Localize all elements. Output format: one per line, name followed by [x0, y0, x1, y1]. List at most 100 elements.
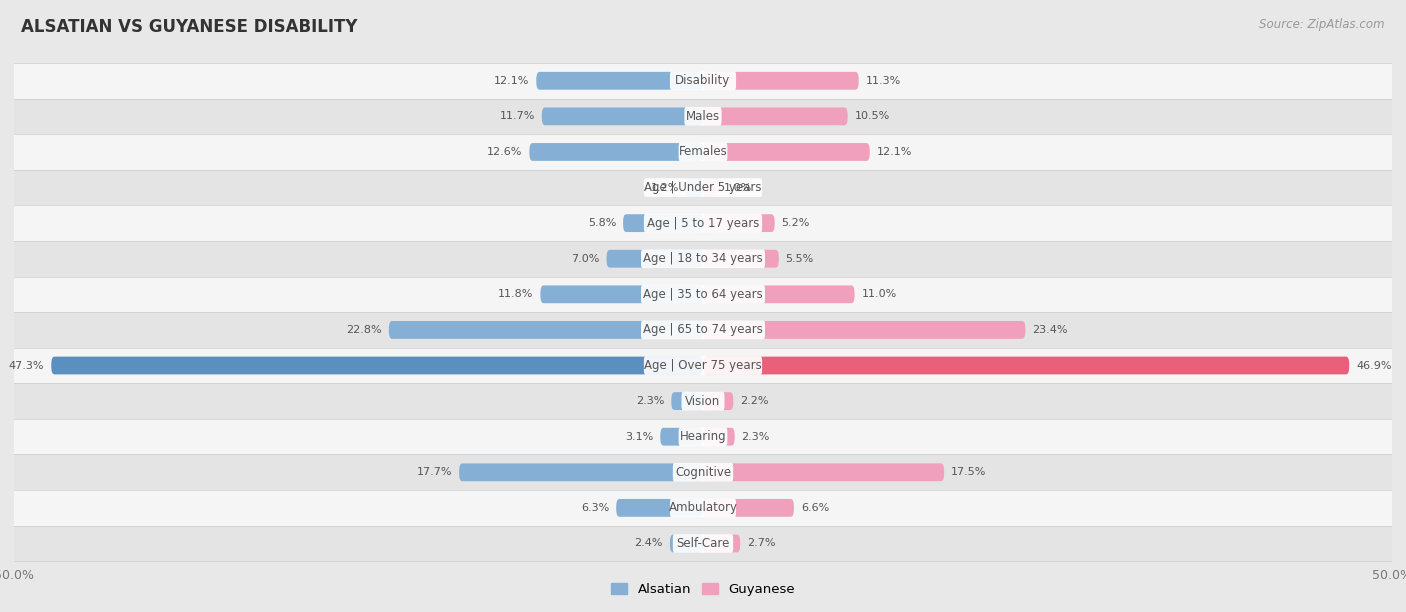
FancyBboxPatch shape	[669, 534, 703, 553]
FancyBboxPatch shape	[703, 321, 1025, 339]
Text: Vision: Vision	[685, 395, 721, 408]
FancyBboxPatch shape	[460, 463, 703, 481]
Text: 1.0%: 1.0%	[724, 182, 752, 193]
FancyBboxPatch shape	[685, 107, 721, 125]
FancyBboxPatch shape	[669, 72, 737, 90]
FancyBboxPatch shape	[14, 241, 1392, 277]
Text: 3.1%: 3.1%	[626, 431, 654, 442]
Text: Ambulatory: Ambulatory	[668, 501, 738, 514]
Text: 17.7%: 17.7%	[416, 468, 453, 477]
FancyBboxPatch shape	[703, 250, 779, 267]
Text: 23.4%: 23.4%	[1032, 325, 1067, 335]
FancyBboxPatch shape	[703, 214, 775, 232]
FancyBboxPatch shape	[616, 499, 703, 517]
FancyBboxPatch shape	[14, 383, 1392, 419]
Text: 46.9%: 46.9%	[1357, 360, 1392, 370]
FancyBboxPatch shape	[644, 356, 762, 375]
Text: ALSATIAN VS GUYANESE DISABILITY: ALSATIAN VS GUYANESE DISABILITY	[21, 18, 357, 36]
Text: Cognitive: Cognitive	[675, 466, 731, 479]
FancyBboxPatch shape	[14, 312, 1392, 348]
Legend: Alsatian, Guyanese: Alsatian, Guyanese	[606, 578, 800, 602]
FancyBboxPatch shape	[14, 134, 1392, 170]
Text: 6.6%: 6.6%	[801, 503, 830, 513]
FancyBboxPatch shape	[389, 321, 703, 339]
Text: Age | Under 5 years: Age | Under 5 years	[644, 181, 762, 194]
Text: 7.0%: 7.0%	[571, 254, 599, 264]
FancyBboxPatch shape	[540, 285, 703, 303]
Text: 11.0%: 11.0%	[862, 289, 897, 299]
FancyBboxPatch shape	[51, 357, 703, 375]
Text: Age | 18 to 34 years: Age | 18 to 34 years	[643, 252, 763, 265]
FancyBboxPatch shape	[679, 143, 727, 162]
FancyBboxPatch shape	[661, 428, 703, 446]
FancyBboxPatch shape	[623, 214, 703, 232]
Text: Self-Care: Self-Care	[676, 537, 730, 550]
FancyBboxPatch shape	[14, 526, 1392, 561]
Text: Females: Females	[679, 146, 727, 159]
Text: 47.3%: 47.3%	[8, 360, 45, 370]
Text: 2.3%: 2.3%	[741, 431, 770, 442]
FancyBboxPatch shape	[14, 419, 1392, 455]
Text: Disability: Disability	[675, 74, 731, 88]
FancyBboxPatch shape	[541, 108, 703, 125]
Text: 12.1%: 12.1%	[494, 76, 530, 86]
FancyBboxPatch shape	[14, 206, 1392, 241]
Text: 17.5%: 17.5%	[950, 468, 987, 477]
Text: Hearing: Hearing	[679, 430, 727, 443]
Text: 2.3%: 2.3%	[636, 396, 665, 406]
FancyBboxPatch shape	[703, 392, 734, 410]
Text: 1.2%: 1.2%	[651, 182, 679, 193]
FancyBboxPatch shape	[703, 179, 717, 196]
Text: 12.6%: 12.6%	[486, 147, 523, 157]
FancyBboxPatch shape	[641, 250, 765, 268]
Text: 10.5%: 10.5%	[855, 111, 890, 121]
Text: Age | 35 to 64 years: Age | 35 to 64 years	[643, 288, 763, 301]
FancyBboxPatch shape	[703, 143, 870, 161]
Text: 5.2%: 5.2%	[782, 218, 810, 228]
FancyBboxPatch shape	[644, 178, 762, 197]
FancyBboxPatch shape	[682, 392, 724, 411]
FancyBboxPatch shape	[703, 108, 848, 125]
FancyBboxPatch shape	[703, 428, 735, 446]
Text: 22.8%: 22.8%	[346, 325, 382, 335]
Text: Age | 5 to 17 years: Age | 5 to 17 years	[647, 217, 759, 230]
FancyBboxPatch shape	[669, 499, 737, 517]
Text: 6.3%: 6.3%	[581, 503, 609, 513]
FancyBboxPatch shape	[536, 72, 703, 90]
Text: 12.1%: 12.1%	[876, 147, 912, 157]
FancyBboxPatch shape	[673, 534, 733, 553]
FancyBboxPatch shape	[703, 72, 859, 90]
FancyBboxPatch shape	[703, 357, 1350, 375]
FancyBboxPatch shape	[530, 143, 703, 161]
Text: 11.8%: 11.8%	[498, 289, 533, 299]
Text: Males: Males	[686, 110, 720, 123]
FancyBboxPatch shape	[14, 99, 1392, 134]
Text: 2.4%: 2.4%	[634, 539, 664, 548]
FancyBboxPatch shape	[14, 63, 1392, 99]
Text: Source: ZipAtlas.com: Source: ZipAtlas.com	[1260, 18, 1385, 31]
FancyBboxPatch shape	[14, 277, 1392, 312]
Text: Age | Over 75 years: Age | Over 75 years	[644, 359, 762, 372]
Text: 5.8%: 5.8%	[588, 218, 616, 228]
Text: 11.3%: 11.3%	[866, 76, 901, 86]
FancyBboxPatch shape	[14, 170, 1392, 206]
FancyBboxPatch shape	[686, 179, 703, 196]
Text: 5.5%: 5.5%	[786, 254, 814, 264]
FancyBboxPatch shape	[641, 285, 765, 304]
FancyBboxPatch shape	[703, 285, 855, 303]
FancyBboxPatch shape	[14, 490, 1392, 526]
FancyBboxPatch shape	[679, 427, 727, 446]
FancyBboxPatch shape	[703, 463, 945, 481]
FancyBboxPatch shape	[671, 392, 703, 410]
FancyBboxPatch shape	[644, 214, 762, 233]
FancyBboxPatch shape	[606, 250, 703, 267]
FancyBboxPatch shape	[703, 534, 740, 553]
FancyBboxPatch shape	[14, 348, 1392, 383]
Text: Age | 65 to 74 years: Age | 65 to 74 years	[643, 323, 763, 337]
FancyBboxPatch shape	[641, 321, 765, 339]
Text: 2.2%: 2.2%	[740, 396, 769, 406]
FancyBboxPatch shape	[703, 499, 794, 517]
Text: 11.7%: 11.7%	[499, 111, 534, 121]
FancyBboxPatch shape	[14, 455, 1392, 490]
FancyBboxPatch shape	[673, 463, 733, 482]
